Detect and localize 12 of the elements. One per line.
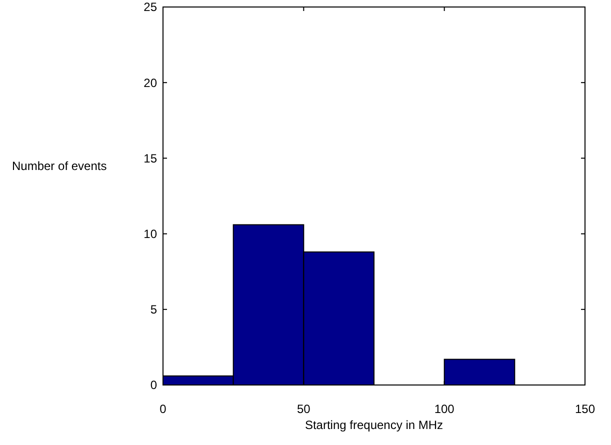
y-tick-label: 25: [144, 0, 158, 14]
y-tick-label: 5: [150, 302, 158, 317]
x-tick-label: 0: [160, 402, 167, 416]
x-tick-label: 150: [574, 402, 596, 416]
x-tick-label: 50: [296, 402, 311, 416]
x-axis-title: Starting frequency in MHz: [304, 418, 444, 432]
y-tick-label: 20: [144, 76, 158, 90]
y-tick-label: 10: [144, 227, 158, 241]
y-tick-label: 0: [150, 378, 158, 392]
y-axis-title: Number of events: [12, 159, 107, 173]
y-tick-label: 15: [144, 151, 158, 166]
x-tick-label: 100: [434, 402, 455, 416]
